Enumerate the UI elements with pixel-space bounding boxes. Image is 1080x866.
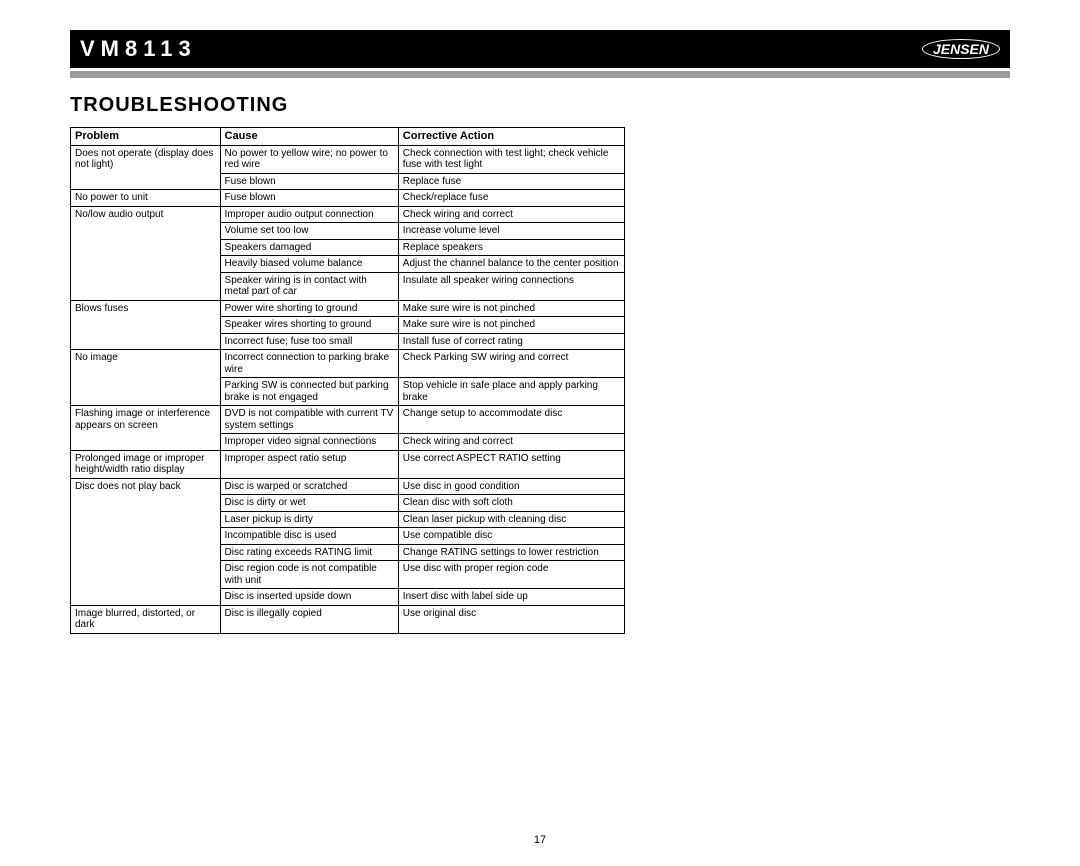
cell-action: Check wiring and correct <box>398 206 624 223</box>
cell-action: Make sure wire is not pinched <box>398 300 624 317</box>
cell-problem: No image <box>71 350 221 406</box>
brand-logo: JENSEN <box>922 39 1000 59</box>
cell-action: Clean laser pickup with cleaning disc <box>398 511 624 528</box>
cell-cause: Fuse blown <box>220 190 398 207</box>
col-header-cause: Cause <box>220 128 398 146</box>
cell-action: Check wiring and correct <box>398 434 624 451</box>
cell-cause: Incorrect connection to parking brake wi… <box>220 350 398 378</box>
table-row: Prolonged image or improper height/width… <box>71 450 625 478</box>
table-row: No power to unitFuse blownCheck/replace … <box>71 190 625 207</box>
table-row: Image blurred, distorted, or darkDisc is… <box>71 605 625 633</box>
cell-cause: Parking SW is connected but parking brak… <box>220 378 398 406</box>
table-row: No imageIncorrect connection to parking … <box>71 350 625 378</box>
header-bar: VM8113 JENSEN <box>70 30 1010 68</box>
cell-cause: Incorrect fuse; fuse too small <box>220 333 398 350</box>
cell-cause: Disc is dirty or wet <box>220 495 398 512</box>
cell-problem: Blows fuses <box>71 300 221 350</box>
cell-cause: Disc is illegally copied <box>220 605 398 633</box>
table-body: Does not operate (display does not light… <box>71 145 625 633</box>
cell-cause: Improper video signal connections <box>220 434 398 451</box>
cell-cause: Disc is warped or scratched <box>220 478 398 495</box>
cell-action: Use disc with proper region code <box>398 561 624 589</box>
cell-action: Check/replace fuse <box>398 190 624 207</box>
cell-cause: No power to yellow wire; no power to red… <box>220 145 398 173</box>
cell-cause: Speakers damaged <box>220 239 398 256</box>
table-row: No/low audio outputImproper audio output… <box>71 206 625 223</box>
cell-cause: Speaker wires shorting to ground <box>220 317 398 334</box>
cell-cause: Disc rating exceeds RATING limit <box>220 544 398 561</box>
col-header-action: Corrective Action <box>398 128 624 146</box>
cell-problem: Prolonged image or improper height/width… <box>71 450 221 478</box>
cell-action: Make sure wire is not pinched <box>398 317 624 334</box>
table-row: Disc does not play backDisc is warped or… <box>71 478 625 495</box>
cell-cause: DVD is not compatible with current TV sy… <box>220 406 398 434</box>
cell-action: Use disc in good condition <box>398 478 624 495</box>
cell-action: Use original disc <box>398 605 624 633</box>
table-header-row: Problem Cause Corrective Action <box>71 128 625 146</box>
cell-action: Use correct ASPECT RATIO setting <box>398 450 624 478</box>
divider-bar <box>70 71 1010 78</box>
cell-cause: Speaker wiring is in contact with metal … <box>220 272 398 300</box>
cell-action: Change RATING settings to lower restrict… <box>398 544 624 561</box>
cell-cause: Disc region code is not compatible with … <box>220 561 398 589</box>
model-number: VM8113 <box>80 36 197 62</box>
table-row: Flashing image or interference appears o… <box>71 406 625 434</box>
cell-cause: Improper aspect ratio setup <box>220 450 398 478</box>
col-header-problem: Problem <box>71 128 221 146</box>
page-number: 17 <box>70 834 1010 846</box>
cell-problem: Disc does not play back <box>71 478 221 605</box>
cell-action: Insulate all speaker wiring connections <box>398 272 624 300</box>
cell-action: Stop vehicle in safe place and apply par… <box>398 378 624 406</box>
cell-action: Change setup to accommodate disc <box>398 406 624 434</box>
cell-action: Insert disc with label side up <box>398 589 624 606</box>
cell-action: Replace speakers <box>398 239 624 256</box>
cell-cause: Heavily biased volume balance <box>220 256 398 273</box>
cell-problem: No power to unit <box>71 190 221 207</box>
table-row: Blows fusesPower wire shorting to ground… <box>71 300 625 317</box>
cell-action: Check Parking SW wiring and correct <box>398 350 624 378</box>
cell-problem: No/low audio output <box>71 206 221 300</box>
cell-cause: Power wire shorting to ground <box>220 300 398 317</box>
section-title: TROUBLESHOOTING <box>70 94 1010 117</box>
troubleshooting-table: Problem Cause Corrective Action Does not… <box>70 127 625 634</box>
cell-problem: Image blurred, distorted, or dark <box>71 605 221 633</box>
cell-cause: Volume set too low <box>220 223 398 240</box>
cell-cause: Improper audio output connection <box>220 206 398 223</box>
cell-problem: Flashing image or interference appears o… <box>71 406 221 451</box>
cell-action: Use compatible disc <box>398 528 624 545</box>
cell-cause: Incompatible disc is used <box>220 528 398 545</box>
cell-cause: Fuse blown <box>220 173 398 190</box>
cell-cause: Laser pickup is dirty <box>220 511 398 528</box>
cell-action: Check connection with test light; check … <box>398 145 624 173</box>
cell-problem: Does not operate (display does not light… <box>71 145 221 190</box>
cell-cause: Disc is inserted upside down <box>220 589 398 606</box>
cell-action: Install fuse of correct rating <box>398 333 624 350</box>
cell-action: Adjust the channel balance to the center… <box>398 256 624 273</box>
table-row: Does not operate (display does not light… <box>71 145 625 173</box>
cell-action: Increase volume level <box>398 223 624 240</box>
cell-action: Replace fuse <box>398 173 624 190</box>
cell-action: Clean disc with soft cloth <box>398 495 624 512</box>
